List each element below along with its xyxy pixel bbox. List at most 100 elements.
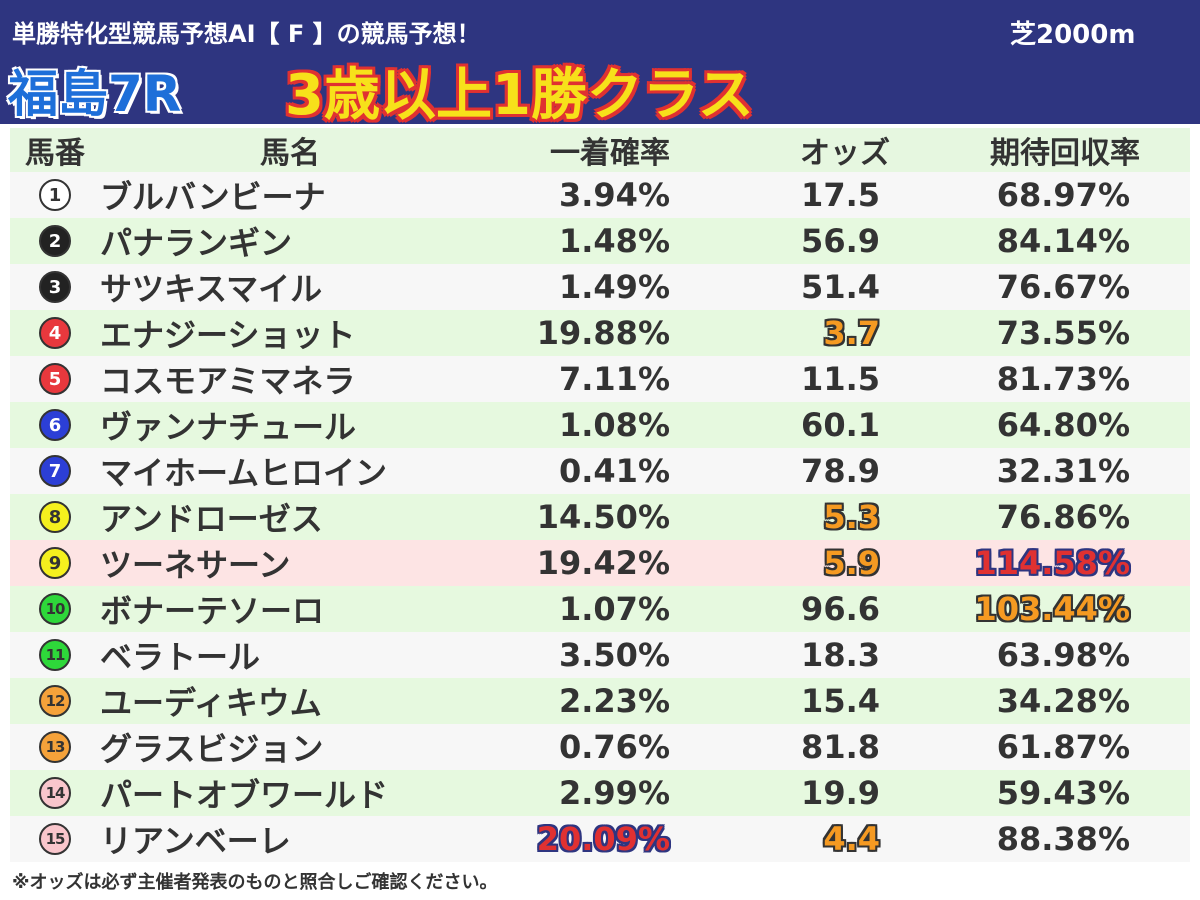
post-number-badge: 9 — [39, 547, 71, 579]
expected-return: 76.86% — [996, 498, 1130, 536]
win-probability: 1.49% — [558, 268, 670, 306]
table-row: 6 ヴァンナチュール 1.08% 60.1 64.80% — [10, 402, 1190, 448]
horse-name: サツキスマイル — [100, 270, 323, 308]
win-probability: 3.50% — [558, 636, 670, 674]
expected-return: 64.80% — [996, 406, 1130, 444]
win-probability: 19.88% — [536, 314, 670, 352]
horse-name: ユーディキウム — [100, 684, 322, 722]
horse-name: アンドローゼス — [100, 500, 323, 538]
expected-return: 34.28% — [996, 682, 1130, 720]
table-row: 14 パートオブワールド 2.99% 19.9 59.43% — [10, 770, 1190, 816]
win-probability: 2.23% — [558, 682, 670, 720]
header-name: 馬名 — [260, 136, 320, 171]
expected-return: 61.87% — [996, 728, 1130, 766]
post-number-badge: 11 — [39, 639, 71, 671]
table-row: 7 マイホームヒロイン 0.41% 78.9 32.31% — [10, 448, 1190, 494]
odds-highlight: 3.7 — [823, 314, 880, 352]
win-probability: 2.99% — [558, 774, 670, 812]
horse-name: ヴァンナチュール — [100, 408, 357, 446]
post-number-badge: 2 — [39, 225, 71, 257]
expected-return: 88.38% — [996, 820, 1130, 858]
post-number-badge: 1 — [39, 179, 71, 211]
table-row: 9 ツーネサーン 19.42% 5.9 114.58% — [10, 540, 1190, 586]
table-row: 10 ボナーテソーロ 1.07% 96.6 103.44% — [10, 586, 1190, 632]
win-probability: 1.48% — [558, 222, 670, 260]
post-number-badge: 14 — [39, 777, 71, 809]
odds: 60.1 — [801, 406, 880, 444]
post-number-badge: 13 — [39, 731, 71, 763]
table-row: 11 ベラトール 3.50% 18.3 63.98% — [10, 632, 1190, 678]
table-row: 8 アンドローゼス 14.50% 5.3 76.86% — [10, 494, 1190, 540]
odds-highlight: 5.3 — [823, 498, 880, 536]
odds: 56.9 — [801, 222, 880, 260]
win-probability: 0.76% — [558, 728, 670, 766]
horse-name: パートオブワールド — [100, 776, 389, 814]
race-class-title: 3歳以上1勝クラス — [285, 63, 754, 128]
expected-return: 76.67% — [996, 268, 1130, 306]
expected-return: 73.55% — [996, 314, 1130, 352]
post-number-badge: 12 — [39, 685, 71, 717]
race-number: 福島7R — [7, 64, 182, 124]
table-row: 12 ユーディキウム 2.23% 15.4 34.28% — [10, 678, 1190, 724]
prediction-table: 馬番 馬名 一着確率 オッズ 期待回収率 1 ブルバンビーナ 3.94% 17.… — [10, 128, 1190, 862]
expected-return: 68.97% — [996, 176, 1130, 214]
table-row: 3 サツキスマイル 1.49% 51.4 76.67% — [10, 264, 1190, 310]
odds: 19.9 — [801, 774, 880, 812]
odds: 81.8 — [801, 728, 880, 766]
header-win-probability: 一着確率 — [550, 136, 670, 171]
post-number-badge: 8 — [39, 501, 71, 533]
title-banner: 単勝特化型競馬予想AI【 F 】の競馬予想！ 芝2000m 福島7R 3歳以上1… — [0, 0, 1200, 128]
expected-return-highlight: 114.58% — [974, 544, 1130, 582]
header-odds: オッズ — [800, 136, 890, 171]
horse-name: エナジーショット — [100, 316, 356, 354]
horse-name: ツーネサーン — [100, 546, 291, 584]
odds-highlight: 4.4 — [823, 820, 880, 858]
odds: 51.4 — [801, 268, 880, 306]
post-number-badge: 5 — [39, 363, 71, 395]
win-probability-highlight: 20.09% — [536, 820, 670, 858]
expected-return: 59.43% — [996, 774, 1130, 812]
odds: 11.5 — [801, 360, 880, 398]
win-probability: 3.94% — [558, 176, 670, 214]
odds: 78.9 — [801, 452, 880, 490]
horse-name: グラスビジョン — [100, 730, 324, 768]
expected-return-highlight: 103.44% — [974, 590, 1130, 628]
win-probability: 1.08% — [558, 406, 670, 444]
table-row: 5 コスモアミマネラ 7.11% 11.5 81.73% — [10, 356, 1190, 402]
header-num: 馬番 — [25, 136, 85, 171]
win-probability: 19.42% — [536, 544, 670, 582]
table-row: 1 ブルバンビーナ 3.94% 17.5 68.97% — [10, 172, 1190, 218]
odds: 17.5 — [801, 176, 880, 214]
expected-return: 32.31% — [996, 452, 1130, 490]
post-number-badge: 7 — [39, 455, 71, 487]
horse-name: マイホームヒロイン — [100, 454, 388, 492]
footnote: ※オッズは必ず主催者発表のものと照合しご確認ください。 — [12, 872, 498, 893]
table-row: 4 エナジーショット 19.88% 3.7 73.55% — [10, 310, 1190, 356]
expected-return: 81.73% — [996, 360, 1130, 398]
post-number-badge: 4 — [39, 317, 71, 349]
win-probability: 1.07% — [558, 590, 670, 628]
table-header-row: 馬番 馬名 一着確率 オッズ 期待回収率 — [10, 128, 1190, 172]
table-row: 15 リアンベーレ 20.09% 4.4 88.38% — [10, 816, 1190, 862]
expected-return: 84.14% — [996, 222, 1130, 260]
page-subtitle: 単勝特化型競馬予想AI【 F 】の競馬予想！ — [12, 20, 481, 48]
post-number-badge: 6 — [39, 409, 71, 441]
table-row: 13 グラスビジョン 0.76% 81.8 61.87% — [10, 724, 1190, 770]
odds: 96.6 — [801, 590, 880, 628]
odds: 15.4 — [801, 682, 880, 720]
odds: 18.3 — [801, 636, 880, 674]
post-number-badge: 3 — [39, 271, 71, 303]
horse-name: ブルバンビーナ — [100, 178, 326, 216]
post-number-badge: 15 — [39, 823, 71, 855]
win-probability: 14.50% — [536, 498, 670, 536]
horse-name: ボナーテソーロ — [100, 592, 325, 630]
horse-name: ベラトール — [100, 638, 261, 676]
horse-name: コスモアミマネラ — [100, 362, 356, 400]
table-row: 2 パナランギン 1.48% 56.9 84.14% — [10, 218, 1190, 264]
win-probability: 0.41% — [558, 452, 670, 490]
header-expected-return: 期待回収率 — [990, 136, 1140, 171]
win-probability: 7.11% — [558, 360, 670, 398]
course-distance: 芝2000m — [1010, 20, 1136, 50]
horse-name: パナランギン — [100, 224, 293, 262]
post-number-badge: 10 — [39, 593, 71, 625]
